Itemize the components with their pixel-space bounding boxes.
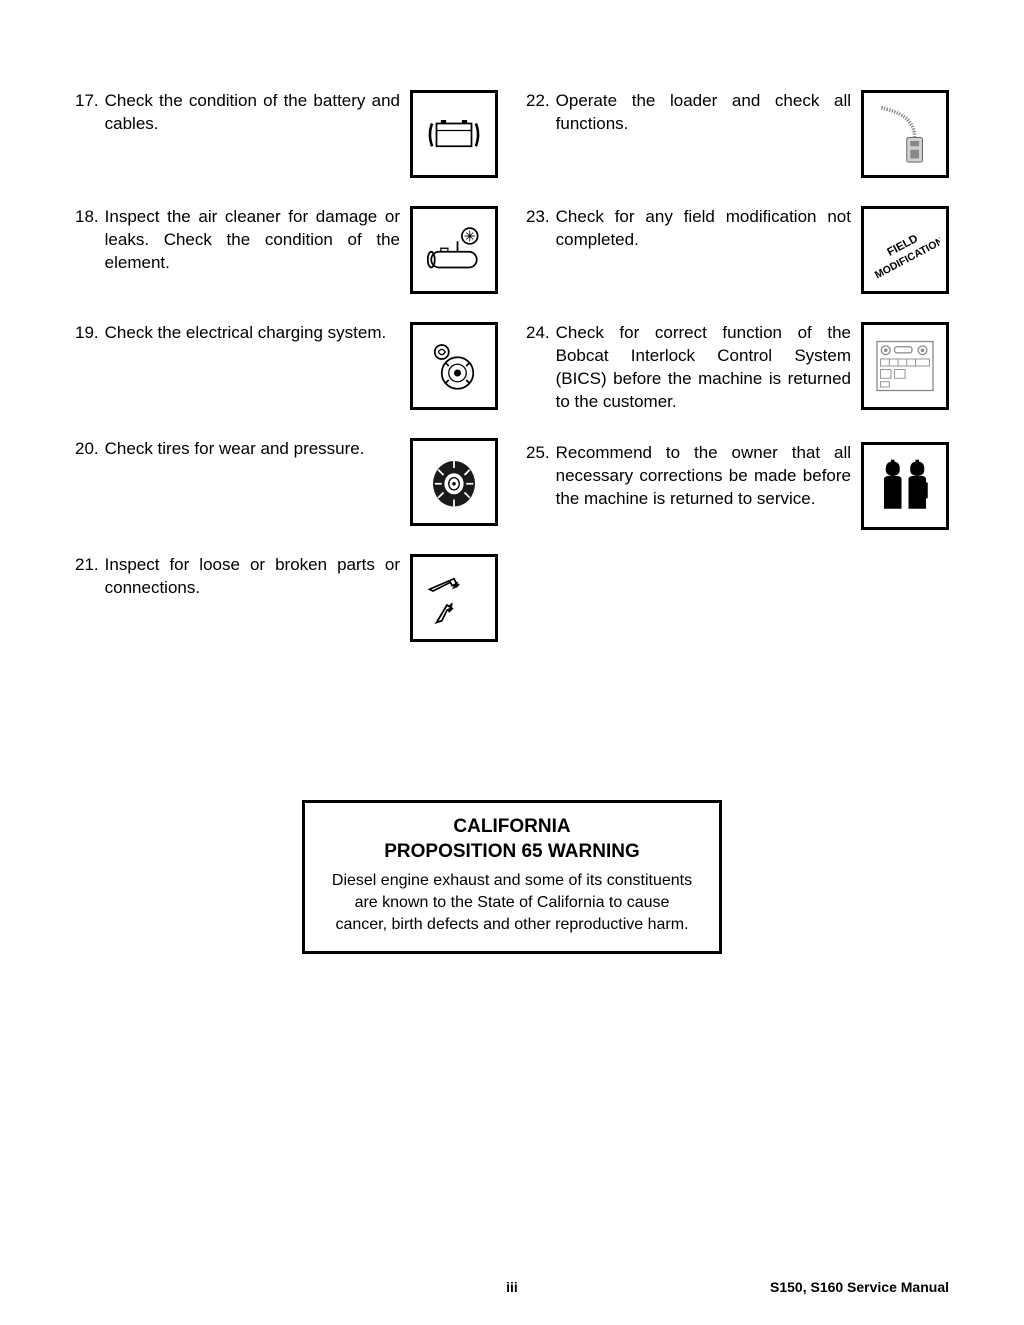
checklist-item: 21.Inspect for loose or broken parts or … (75, 554, 498, 642)
left-column: 17.Check the condition of the battery an… (75, 90, 498, 670)
warning-box: CALIFORNIA PROPOSITION 65 WARNING Diesel… (302, 800, 722, 954)
item-number: 24. (526, 322, 550, 414)
item-text: 24.Check for correct function of the Bob… (526, 322, 851, 414)
item-description: Operate the loader and check all functio… (556, 90, 851, 136)
people-icon (861, 442, 949, 530)
page-number: iii (506, 1279, 518, 1295)
warning-title-line2: PROPOSITION 65 WARNING (384, 841, 639, 862)
alternator-icon (410, 322, 498, 410)
checklist-item: 24.Check for correct function of the Bob… (526, 322, 949, 414)
checklist-item: 20. Check tires for wear and pressure. (75, 438, 498, 526)
item-text: 20. Check tires for wear and pressure. (75, 438, 400, 461)
checklist-item: 18.Inspect the air cleaner for damage or… (75, 206, 498, 294)
page-footer: iii S150, S160 Service Manual (75, 1279, 949, 1295)
fieldmod-icon: FIELDMODIFICATION (861, 206, 949, 294)
panel-icon (861, 322, 949, 410)
item-description: Recommend to the owner that all necessar… (556, 442, 851, 511)
right-column: 22.Operate the loader and check all func… (526, 90, 949, 670)
item-text: 23.Check for any field modification not … (526, 206, 851, 252)
item-description: Check for any field modification not com… (556, 206, 851, 252)
checklist-item: 19. Check the electrical charging system. (75, 322, 498, 410)
item-text: 19. Check the electrical charging system. (75, 322, 400, 345)
item-description: Check the condition of the battery and c… (105, 90, 400, 136)
item-number: 17. (75, 90, 99, 136)
item-number: 22. (526, 90, 550, 136)
item-text: 22.Operate the loader and check all func… (526, 90, 851, 136)
warning-title-line1: CALIFORNIA (453, 816, 570, 837)
joystick-icon (861, 90, 949, 178)
checklist-item: 17.Check the condition of the battery an… (75, 90, 498, 178)
warning-title: CALIFORNIA PROPOSITION 65 WARNING (329, 815, 695, 864)
item-number: 23. (526, 206, 550, 252)
item-description: Check tires for wear and pressure. (105, 438, 400, 461)
checklist-item: 23.Check for any field modification not … (526, 206, 949, 294)
broken-icon (410, 554, 498, 642)
aircleaner-icon (410, 206, 498, 294)
item-number: 18. (75, 206, 99, 275)
item-number: 25. (526, 442, 550, 511)
checklist-item: 25.Recommend to the owner that all neces… (526, 442, 949, 530)
item-text: 21.Inspect for loose or broken parts or … (75, 554, 400, 600)
content-columns: 17.Check the condition of the battery an… (75, 90, 949, 670)
manual-title: S150, S160 Service Manual (770, 1279, 949, 1295)
item-text: 17.Check the condition of the battery an… (75, 90, 400, 136)
item-description: Inspect for loose or broken parts or con… (105, 554, 400, 600)
item-description: Check the electrical charging system. (105, 322, 400, 345)
checklist-item: 22.Operate the loader and check all func… (526, 90, 949, 178)
warning-body: Diesel engine exhaust and some of its co… (329, 870, 695, 935)
item-text: 18.Inspect the air cleaner for damage or… (75, 206, 400, 275)
item-text: 25.Recommend to the owner that all neces… (526, 442, 851, 511)
item-number: 21. (75, 554, 99, 600)
item-number: 20. (75, 438, 99, 461)
tire-icon (410, 438, 498, 526)
item-number: 19. (75, 322, 99, 345)
battery-icon (410, 90, 498, 178)
item-description: Check for correct function of the Bobcat… (556, 322, 851, 414)
item-description: Inspect the air cleaner for damage or le… (105, 206, 400, 275)
